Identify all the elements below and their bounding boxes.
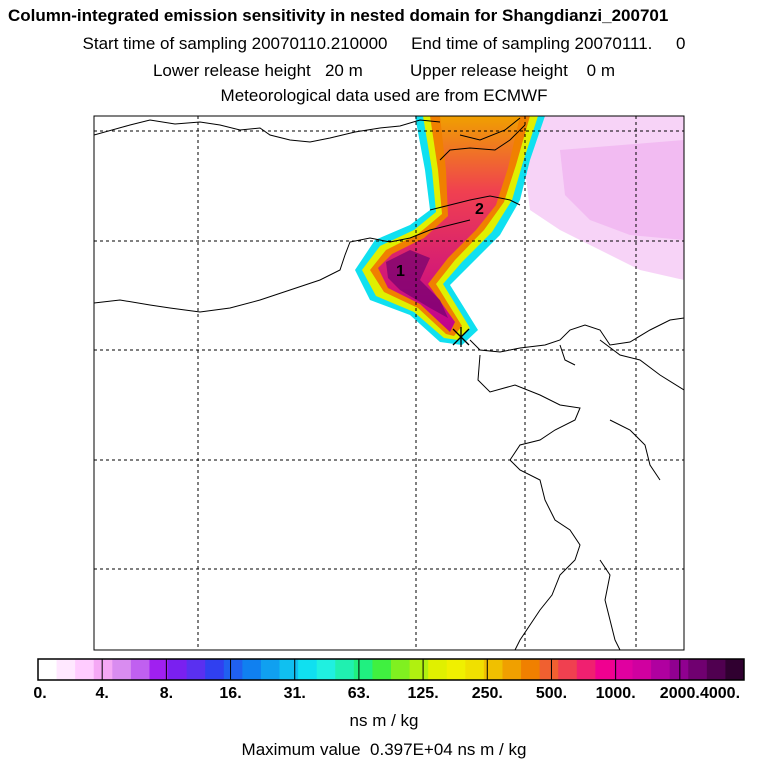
release-site-marker bbox=[452, 327, 470, 347]
colorbar-label: 250. bbox=[471, 685, 503, 702]
colorbar-swatch bbox=[446, 659, 466, 680]
colorbar-units: ns m / kg bbox=[349, 711, 419, 730]
colorbar-swatch bbox=[75, 659, 95, 680]
colorbar-swatch bbox=[112, 659, 132, 680]
colorbar-swatch bbox=[613, 659, 634, 680]
plume-max bbox=[386, 250, 448, 318]
colorbar-label: 31. bbox=[283, 685, 306, 702]
colorbar-swatch bbox=[651, 659, 671, 680]
colorbar-label: 4000. bbox=[699, 685, 741, 702]
colorbar-swatch bbox=[688, 659, 708, 680]
colorbar-swatch bbox=[93, 659, 113, 680]
colorbar-swatch bbox=[725, 659, 745, 680]
colorbar-label: 8. bbox=[159, 685, 174, 702]
colorbar-swatch bbox=[595, 659, 615, 680]
colorbar-swatch bbox=[298, 659, 318, 680]
colorbar-label: 125. bbox=[407, 685, 439, 702]
colorbar-swatch bbox=[205, 659, 225, 680]
colorbar-frame bbox=[37, 658, 745, 681]
colorbar-swatch bbox=[168, 659, 188, 680]
trajectory-marker-1: 1 bbox=[396, 263, 405, 280]
colorbar-swatch bbox=[130, 659, 150, 680]
colorbar-swatch bbox=[149, 659, 169, 680]
colorbar-label: 1000. bbox=[595, 685, 636, 702]
colorbar-swatch bbox=[260, 659, 281, 680]
colorbar-label: 63. bbox=[347, 685, 371, 702]
colorbar-swatch bbox=[632, 659, 652, 680]
colorbar-swatch bbox=[223, 659, 243, 680]
colorbar-swatch bbox=[706, 659, 726, 680]
colorbar-swatch bbox=[242, 659, 262, 680]
colorbar-swatch bbox=[558, 659, 578, 680]
colorbar-swatch bbox=[56, 659, 76, 680]
colorbar-swatch bbox=[38, 659, 58, 680]
colorbar-swatch bbox=[186, 659, 206, 680]
colorbar-swatch bbox=[353, 659, 373, 680]
colorbar bbox=[38, 659, 745, 680]
colorbar-swatch bbox=[335, 659, 355, 680]
colorbar-swatch bbox=[428, 659, 448, 680]
colorbar-label: 2000. bbox=[659, 685, 700, 702]
colorbar-swatch bbox=[521, 659, 541, 680]
plot-title: Column-integrated emission sensitivity i… bbox=[8, 6, 669, 25]
colorbar-swatch bbox=[279, 659, 299, 680]
maximum-value: Maximum value 0.397E+04 ns m / kg bbox=[241, 740, 527, 759]
colorbar-swatch bbox=[539, 659, 559, 680]
colorbar-swatch bbox=[391, 659, 411, 680]
colorbar-swatch bbox=[483, 659, 503, 680]
colorbar-swatch bbox=[316, 659, 336, 680]
coastlines bbox=[94, 117, 684, 650]
colorbar-swatch bbox=[576, 659, 596, 680]
sampling-times: Start time of sampling 20070110.210000 E… bbox=[82, 34, 686, 53]
colorbar-swatch bbox=[669, 659, 689, 680]
colorbar-swatch bbox=[372, 659, 392, 680]
colorbar-swatch bbox=[502, 659, 522, 680]
map-frame bbox=[93, 115, 685, 651]
colorbar-swatch bbox=[465, 659, 485, 680]
grid-lines bbox=[94, 116, 684, 650]
colorbar-label: 500. bbox=[535, 685, 568, 702]
met-data-source: Meteorological data used are from ECMWF bbox=[220, 86, 548, 105]
colorbar-label: 0. bbox=[33, 685, 47, 702]
colorbar-label: 4. bbox=[95, 685, 109, 702]
background-sensitivity-light bbox=[560, 140, 684, 240]
colorbar-label: 16. bbox=[219, 685, 242, 702]
colorbar-swatch bbox=[409, 659, 429, 680]
trajectory-marker-2: 2 bbox=[475, 201, 484, 218]
release-heights: Lower release height 20 m Upper release … bbox=[152, 61, 616, 80]
